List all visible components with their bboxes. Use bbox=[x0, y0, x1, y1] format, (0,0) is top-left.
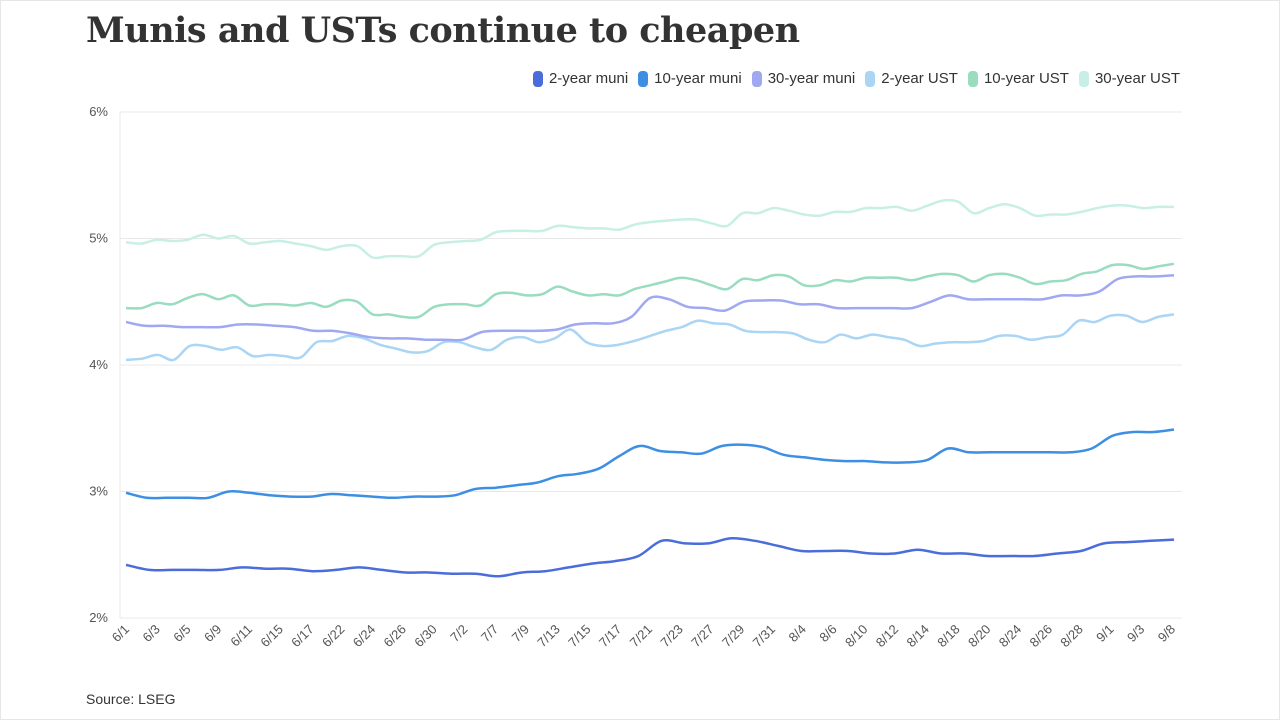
legend-label: 2-year UST bbox=[881, 70, 958, 87]
x-tick-label: 6/30 bbox=[411, 622, 440, 651]
series-lines bbox=[125, 198, 1175, 578]
x-tick-label: 6/22 bbox=[319, 622, 348, 651]
series-line-2-year-muni bbox=[125, 536, 1175, 578]
legend-label: 30-year muni bbox=[767, 70, 856, 87]
x-tick-label: 8/14 bbox=[903, 622, 932, 651]
legend-item: 30-year muni bbox=[751, 70, 856, 87]
legend-swatch bbox=[967, 70, 978, 87]
y-tick-label: 3% bbox=[89, 484, 108, 499]
legend-item: 30-year UST bbox=[1078, 70, 1180, 87]
legend-item: 2-year UST bbox=[865, 70, 958, 87]
legend-swatch bbox=[865, 70, 876, 87]
x-tick-label: 6/9 bbox=[201, 622, 224, 645]
x-tick-label: 9/1 bbox=[1093, 622, 1116, 645]
x-tick-label: 6/15 bbox=[257, 622, 286, 651]
x-tick-label: 6/11 bbox=[227, 622, 255, 650]
x-tick-label: 7/15 bbox=[565, 622, 594, 651]
legend-item: 2-year muni bbox=[532, 70, 629, 87]
y-tick-label: 5% bbox=[89, 231, 108, 246]
legend-label: 10-year muni bbox=[654, 70, 742, 87]
x-tick-label: 7/21 bbox=[627, 622, 656, 651]
x-tick-label: 8/6 bbox=[816, 622, 839, 645]
x-tick-label: 9/3 bbox=[1124, 622, 1147, 645]
x-axis-ticks: 6/1 6/3 6/5 6/9 6/11 6/15 6/17 6/22 6/24 6/26 6/30… bbox=[109, 622, 1178, 651]
y-tick-label: 4% bbox=[89, 357, 108, 372]
x-tick-label: 7/17 bbox=[596, 622, 625, 651]
x-tick-label: 7/2 bbox=[447, 622, 470, 645]
x-tick-label: 7/13 bbox=[534, 622, 563, 651]
series-line-30-year-muni bbox=[125, 273, 1175, 342]
x-tick-label: 8/24 bbox=[996, 622, 1025, 651]
x-tick-label: 7/29 bbox=[719, 622, 748, 651]
x-tick-label: 7/7 bbox=[478, 622, 501, 645]
y-axis-ticks: 2% 3% 4% 5% 6% bbox=[89, 104, 108, 625]
legend-swatch bbox=[638, 70, 649, 87]
x-tick-label: 7/23 bbox=[657, 622, 686, 651]
x-tick-label: 6/26 bbox=[380, 622, 409, 651]
legend-item: 10-year muni bbox=[638, 70, 742, 87]
legend-swatch bbox=[751, 70, 762, 87]
x-tick-label: 8/4 bbox=[786, 622, 809, 645]
x-tick-label: 9/8 bbox=[1155, 622, 1178, 645]
x-tick-label: 8/12 bbox=[873, 622, 902, 651]
x-tick-label: 8/10 bbox=[842, 622, 871, 651]
x-tick-label: 6/17 bbox=[288, 622, 317, 651]
x-tick-label: 8/20 bbox=[965, 622, 994, 651]
legend-label: 10-year UST bbox=[983, 70, 1069, 87]
series-line-2-year-ust bbox=[125, 313, 1175, 362]
x-tick-label: 6/3 bbox=[139, 622, 162, 645]
y-tick-label: 6% bbox=[89, 104, 108, 119]
legend-item: 10-year UST bbox=[967, 70, 1069, 87]
series-line-30-year-ust bbox=[125, 198, 1175, 260]
x-tick-label: 7/31 bbox=[750, 622, 779, 651]
x-tick-label: 8/18 bbox=[934, 622, 963, 651]
x-tick-label: 8/28 bbox=[1057, 622, 1086, 651]
source-note: Source: LSEG bbox=[86, 691, 176, 707]
y-tick-label: 2% bbox=[89, 610, 108, 625]
x-tick-label: 7/9 bbox=[509, 622, 532, 645]
x-tick-label: 8/26 bbox=[1027, 622, 1056, 651]
chart-legend: 2-year muni 10-year muni 30-year muni 2-yea… bbox=[532, 70, 1180, 87]
x-tick-label: 6/24 bbox=[350, 622, 379, 651]
series-line-10-year-muni bbox=[125, 428, 1175, 500]
x-tick-label: 6/1 bbox=[109, 622, 132, 645]
legend-label: 30-year UST bbox=[1094, 70, 1180, 87]
chart-title: Munis and USTs continue to cheapen bbox=[86, 10, 800, 51]
x-tick-label: 7/27 bbox=[688, 622, 717, 651]
legend-label: 2-year muni bbox=[548, 70, 629, 87]
x-tick-label: 6/5 bbox=[170, 622, 193, 645]
grid-lines bbox=[119, 111, 1182, 619]
legend-swatch bbox=[532, 70, 543, 87]
legend-swatch bbox=[1078, 70, 1089, 87]
series-line-10-year-ust bbox=[125, 262, 1175, 320]
